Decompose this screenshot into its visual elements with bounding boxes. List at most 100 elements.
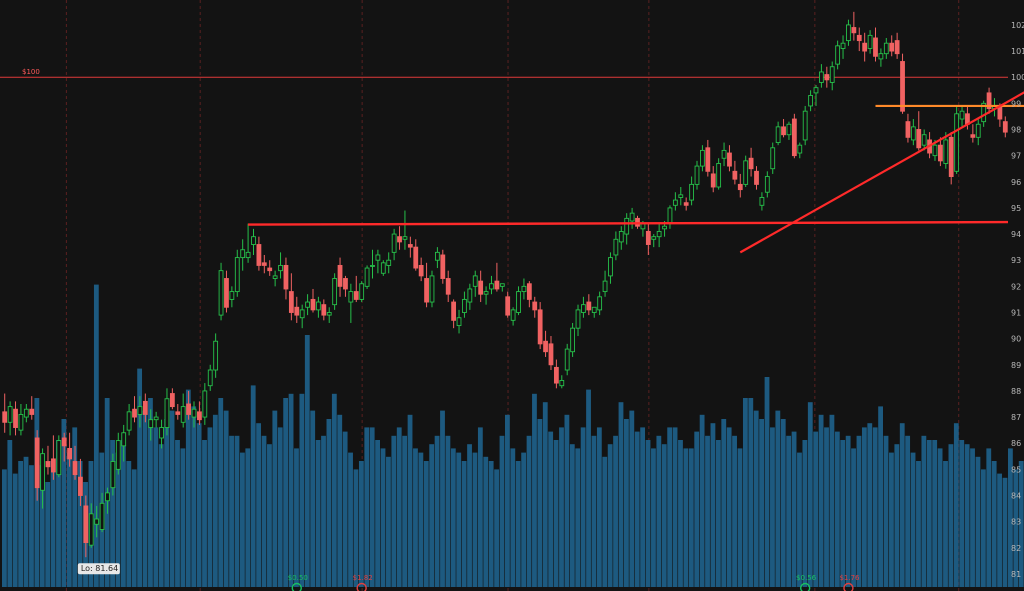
candle[interactable] — [478, 280, 484, 295]
candle[interactable] — [45, 461, 51, 468]
candle[interactable] — [948, 136, 954, 177]
candle[interactable] — [597, 296, 603, 311]
candle[interactable] — [364, 267, 370, 287]
candle[interactable] — [656, 230, 662, 238]
candle[interactable] — [532, 301, 538, 311]
candle[interactable] — [99, 502, 105, 530]
dividend-marker-icon[interactable] — [291, 582, 302, 591]
candle[interactable] — [489, 283, 494, 290]
candle[interactable] — [759, 197, 765, 206]
candle[interactable] — [272, 275, 278, 279]
candle[interactable] — [770, 147, 776, 170]
candle[interactable] — [434, 251, 440, 261]
candle[interactable] — [56, 440, 62, 476]
candle[interactable] — [873, 37, 878, 57]
candle[interactable] — [537, 309, 543, 345]
candle[interactable] — [791, 118, 797, 157]
candle[interactable] — [494, 280, 500, 290]
candle[interactable] — [288, 291, 294, 313]
candle[interactable] — [386, 259, 392, 266]
candle[interactable] — [164, 398, 170, 428]
candle[interactable] — [667, 207, 673, 225]
candle[interactable] — [483, 291, 489, 295]
candle[interactable] — [105, 492, 110, 502]
candle[interactable] — [710, 173, 716, 188]
candle[interactable] — [716, 163, 722, 188]
candle[interactable] — [889, 42, 895, 52]
candle[interactable] — [662, 225, 667, 230]
candle[interactable] — [835, 45, 841, 65]
candle[interactable] — [424, 278, 429, 303]
candle[interactable] — [121, 432, 127, 447]
candle[interactable] — [72, 461, 78, 476]
candle[interactable] — [553, 366, 559, 384]
candle[interactable] — [407, 244, 413, 248]
candle[interactable] — [316, 301, 321, 311]
candle[interactable] — [564, 348, 570, 371]
candle[interactable] — [943, 139, 949, 164]
candle[interactable] — [370, 264, 375, 267]
candle[interactable] — [916, 129, 922, 149]
candle[interactable] — [683, 202, 689, 206]
candle[interactable] — [61, 437, 67, 447]
candle[interactable] — [905, 121, 911, 138]
candle[interactable] — [543, 340, 548, 353]
candle[interactable] — [332, 278, 338, 306]
candle[interactable] — [234, 257, 240, 293]
candle[interactable] — [153, 416, 159, 421]
candle[interactable] — [186, 403, 191, 415]
candle[interactable] — [94, 518, 100, 525]
candle[interactable] — [29, 408, 35, 415]
candle[interactable] — [88, 513, 94, 546]
candle[interactable] — [591, 306, 597, 313]
candle[interactable] — [462, 298, 467, 313]
candle[interactable] — [721, 149, 727, 159]
candle[interactable] — [732, 170, 738, 180]
candle[interactable] — [402, 236, 408, 240]
candle[interactable] — [142, 400, 148, 415]
candle[interactable] — [467, 288, 473, 303]
candle[interactable] — [786, 123, 792, 136]
candle[interactable] — [13, 408, 18, 428]
candle[interactable] — [348, 291, 354, 303]
candle[interactable] — [737, 183, 743, 191]
candle[interactable] — [954, 113, 960, 172]
candle[interactable] — [613, 238, 619, 256]
candle[interactable] — [700, 149, 705, 167]
candle[interactable] — [451, 301, 457, 321]
candle[interactable] — [7, 406, 13, 423]
candle[interactable] — [229, 291, 235, 300]
candle[interactable] — [169, 393, 175, 408]
candle[interactable] — [294, 306, 300, 316]
candle[interactable] — [83, 505, 89, 544]
candle[interactable] — [126, 411, 132, 431]
candle[interactable] — [175, 411, 181, 415]
candle[interactable] — [959, 110, 965, 120]
candle[interactable] — [559, 380, 565, 387]
candle[interactable] — [883, 42, 889, 55]
candle[interactable] — [678, 194, 684, 198]
candle[interactable] — [829, 66, 835, 83]
candle[interactable] — [840, 42, 846, 49]
candle[interactable] — [67, 447, 73, 460]
candle[interactable] — [180, 406, 186, 423]
candle[interactable] — [581, 304, 586, 313]
candle[interactable] — [413, 246, 419, 269]
candle[interactable] — [197, 411, 202, 421]
candle[interactable] — [218, 270, 224, 316]
candle[interactable] — [548, 343, 554, 366]
candle[interactable] — [764, 176, 770, 193]
candle[interactable] — [418, 264, 424, 277]
candle[interactable] — [137, 406, 143, 415]
candle[interactable] — [781, 126, 786, 136]
candle[interactable] — [267, 267, 273, 272]
candle[interactable] — [705, 147, 711, 172]
candle[interactable] — [851, 27, 857, 34]
candle[interactable] — [224, 278, 229, 308]
candle[interactable] — [813, 87, 819, 94]
candle[interactable] — [624, 217, 630, 235]
candle[interactable] — [240, 249, 246, 259]
candle[interactable] — [321, 304, 327, 316]
candle[interactable] — [375, 254, 381, 261]
candle[interactable] — [110, 461, 116, 489]
